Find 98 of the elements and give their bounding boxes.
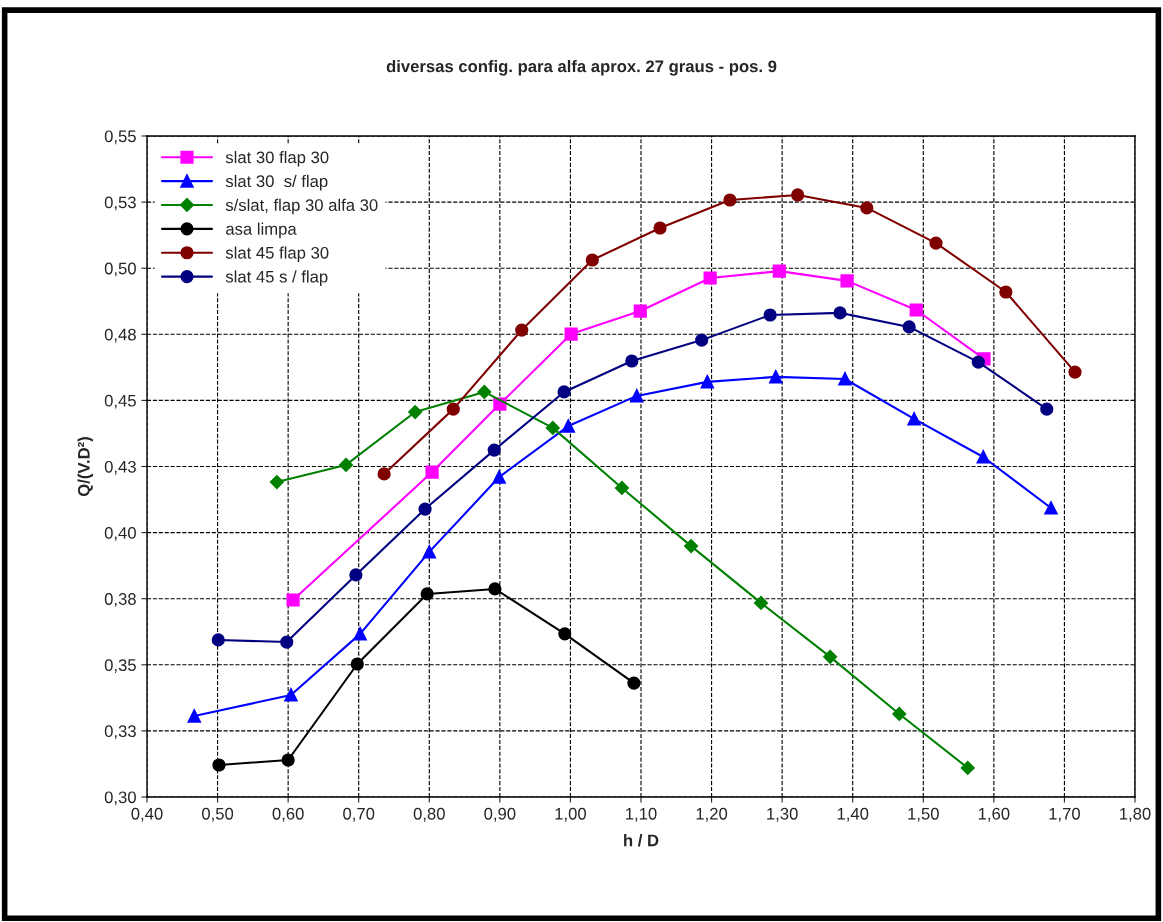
y-tick-label: 0,43 [104, 460, 136, 475]
point [892, 707, 907, 721]
x-axis-title: h / D [624, 834, 659, 847]
point [909, 303, 923, 317]
legend-label: slat 45 flap 30 [225, 246, 329, 263]
x-tick-label: 0,60 [272, 807, 304, 822]
x-tick-label: 1,80 [1120, 807, 1151, 822]
point [488, 582, 502, 596]
point [754, 596, 768, 610]
legend-label: s/slat, flap 30 alfa 30 [225, 198, 378, 215]
point [772, 264, 786, 278]
point [1068, 365, 1082, 379]
point [971, 355, 985, 369]
point [284, 688, 298, 702]
x-tick-label: 1,10 [626, 807, 657, 822]
point [840, 274, 854, 288]
point [446, 402, 460, 416]
point [408, 405, 423, 419]
point [1044, 501, 1058, 515]
x-tick-label: 1,30 [767, 807, 798, 822]
legend-label: slat 45 s / flap [225, 270, 328, 286]
point [515, 323, 529, 337]
y-tick-label: 0,55 [104, 130, 136, 145]
point [269, 475, 284, 490]
point [902, 320, 916, 334]
point [700, 375, 714, 389]
point [960, 760, 975, 775]
y-tick-label: 0,50 [104, 262, 136, 277]
point [425, 465, 439, 479]
point [545, 420, 560, 435]
point [557, 385, 571, 399]
point [558, 627, 572, 641]
point [377, 467, 391, 481]
x-tick-label: 1,40 [837, 807, 869, 822]
x-tick-label: 0,50 [202, 807, 234, 822]
legend-label: asa limpa [226, 222, 297, 239]
point [684, 539, 699, 554]
point [492, 470, 506, 484]
point [211, 633, 225, 647]
y-tick-label: 0,38 [104, 593, 136, 607]
point [976, 450, 990, 464]
point [907, 412, 921, 426]
point [477, 385, 492, 399]
point [838, 372, 852, 386]
y-tick-label: 0,30 [104, 791, 136, 806]
point [791, 188, 805, 202]
point [339, 457, 353, 472]
point [653, 221, 667, 235]
x-tick-label: 0,90 [484, 807, 516, 822]
point [585, 253, 599, 267]
point [860, 201, 874, 215]
x-tick-label: 0,70 [343, 807, 375, 822]
y-tick-label: 0,45 [104, 394, 136, 409]
point [349, 568, 363, 582]
chart-title: diversas config. para alfa aprox. 27 graus - pos. 9 [386, 60, 777, 76]
point [420, 587, 434, 601]
point [286, 593, 300, 607]
point [281, 753, 295, 767]
y-tick-label: 0,53 [104, 196, 136, 211]
point [823, 649, 838, 664]
point [769, 370, 783, 384]
point [695, 333, 709, 347]
point [187, 709, 201, 723]
point [353, 627, 367, 641]
x-tick-label: 1,50 [908, 807, 939, 822]
point [625, 354, 639, 368]
y-tick-label: 0,33 [104, 725, 136, 740]
x-tick-label: 1,60 [978, 807, 1010, 822]
x-tick-label: 0,80 [413, 807, 445, 822]
point [418, 502, 432, 516]
legend-label: slat 30 s/ flap [225, 174, 328, 191]
point [627, 676, 641, 690]
point [763, 308, 777, 322]
y-axis-title: Q/(V.D²) [77, 437, 94, 497]
legend-label: slat 30 flap 30 [225, 151, 329, 167]
point [564, 327, 578, 341]
point [1040, 402, 1054, 416]
y-tick-label: 0,40 [104, 527, 136, 541]
point [723, 193, 737, 207]
point [422, 545, 436, 559]
point [703, 271, 717, 285]
x-tick-label: 1,20 [696, 807, 728, 822]
x-tick-label: 1,00 [555, 807, 586, 822]
point [630, 389, 644, 403]
y-tick-label: 0,35 [104, 659, 136, 673]
point [833, 306, 847, 320]
point [615, 480, 629, 495]
x-tick-label: 1,70 [1049, 807, 1080, 822]
x-tick-label: 0,40 [131, 807, 163, 822]
y-tick-label: 0,48 [104, 328, 136, 343]
point [561, 419, 575, 433]
point [929, 236, 943, 250]
point [350, 657, 364, 671]
point [487, 443, 501, 457]
point [212, 758, 226, 772]
point [999, 285, 1013, 299]
point [280, 635, 294, 649]
point [633, 304, 647, 318]
